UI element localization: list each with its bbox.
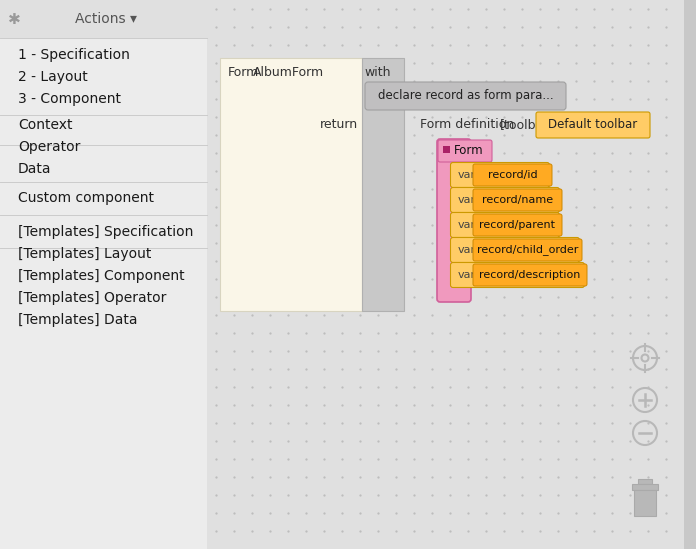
- Text: [Templates] Layout: [Templates] Layout: [18, 247, 151, 261]
- Text: 2 - Layout: 2 - Layout: [18, 70, 88, 84]
- Text: 3 - Component: 3 - Component: [18, 92, 121, 106]
- Text: [toolbar]: [toolbar]: [500, 119, 554, 132]
- FancyBboxPatch shape: [365, 82, 566, 110]
- Text: Form definition: Form definition: [420, 119, 514, 132]
- Bar: [0, 0, 207, 549]
- FancyBboxPatch shape: [450, 262, 585, 288]
- Text: var: var: [458, 245, 476, 255]
- Text: Context: Context: [18, 118, 72, 132]
- Text: AlbumForm: AlbumForm: [253, 65, 324, 79]
- Text: declare record as form para...: declare record as form para...: [378, 89, 553, 103]
- Text: Form: Form: [454, 144, 484, 158]
- Text: with: with: [365, 65, 391, 79]
- Bar: [362, 58, 404, 311]
- FancyBboxPatch shape: [450, 163, 550, 188]
- FancyBboxPatch shape: [473, 164, 552, 186]
- Text: Custom component: Custom component: [18, 191, 154, 205]
- Text: var: var: [458, 220, 476, 230]
- Text: Actions ▾: Actions ▾: [75, 12, 137, 26]
- Bar: [632, 484, 658, 490]
- FancyBboxPatch shape: [473, 214, 562, 236]
- Text: record/name: record/name: [482, 195, 553, 205]
- Text: record/id: record/id: [488, 170, 537, 180]
- Text: record/parent: record/parent: [480, 220, 555, 230]
- FancyBboxPatch shape: [450, 188, 560, 212]
- Text: Default toolbar: Default toolbar: [548, 119, 638, 132]
- Text: Operator: Operator: [18, 140, 80, 154]
- FancyBboxPatch shape: [536, 112, 650, 138]
- FancyBboxPatch shape: [438, 140, 492, 162]
- FancyBboxPatch shape: [450, 212, 560, 238]
- Bar: [207, 0, 696, 549]
- Bar: [684, 0, 696, 549]
- Text: return: return: [320, 119, 358, 132]
- FancyBboxPatch shape: [450, 238, 580, 262]
- Text: record/child_order: record/child_order: [477, 244, 578, 255]
- Bar: [638, 479, 652, 484]
- Text: Form: Form: [228, 65, 259, 79]
- Bar: [0, 0, 207, 38]
- Text: [Templates] Component: [Templates] Component: [18, 269, 184, 283]
- Bar: [443, 146, 450, 153]
- FancyBboxPatch shape: [473, 239, 582, 261]
- FancyBboxPatch shape: [473, 189, 562, 211]
- Text: record/description: record/description: [480, 270, 580, 280]
- Bar: [634, 490, 656, 516]
- FancyBboxPatch shape: [437, 139, 471, 302]
- Text: [Templates] Specification: [Templates] Specification: [18, 225, 193, 239]
- Bar: [220, 58, 362, 311]
- Text: Data: Data: [18, 162, 52, 176]
- Text: [Templates] Operator: [Templates] Operator: [18, 291, 166, 305]
- Text: var: var: [458, 195, 476, 205]
- Text: [Templates] Data: [Templates] Data: [18, 313, 138, 327]
- Text: var: var: [458, 270, 476, 280]
- Text: ✱: ✱: [8, 12, 20, 26]
- Text: var: var: [458, 170, 476, 180]
- Text: 1 - Specification: 1 - Specification: [18, 48, 130, 62]
- FancyBboxPatch shape: [473, 264, 587, 286]
